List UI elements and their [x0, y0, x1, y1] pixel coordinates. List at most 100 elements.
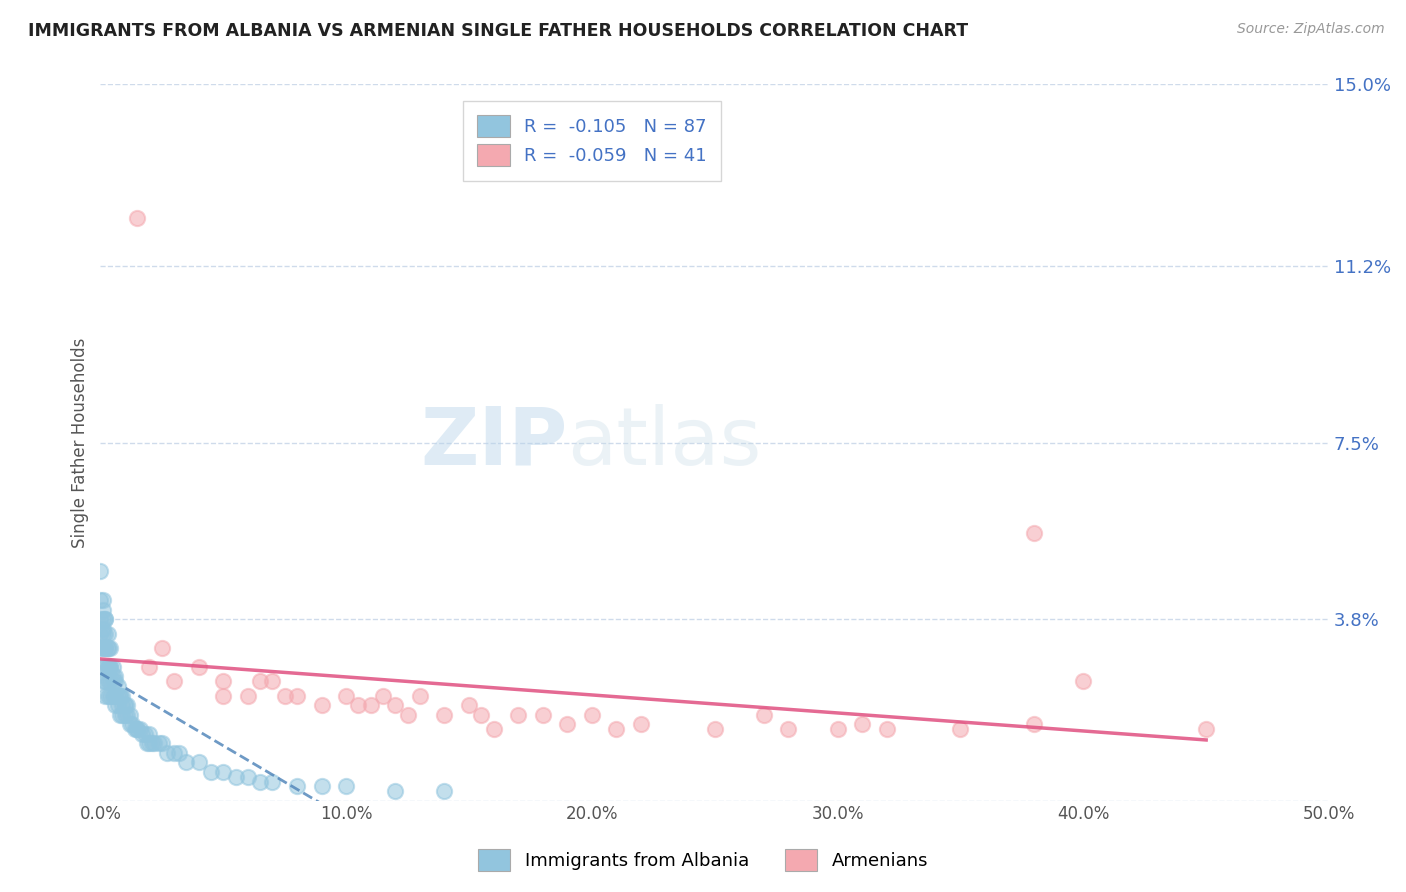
Point	[200, 764, 222, 779]
Point	[114, 698, 136, 713]
Point	[111, 698, 134, 713]
Point	[409, 689, 432, 703]
Point	[1071, 674, 1094, 689]
Point	[138, 727, 160, 741]
Text: IMMIGRANTS FROM ALBANIA VS ARMENIAN SINGLE FATHER HOUSEHOLDS CORRELATION CHART: IMMIGRANTS FROM ALBANIA VS ARMENIAN SING…	[28, 22, 969, 40]
Point	[101, 660, 124, 674]
Point	[236, 689, 259, 703]
Point	[138, 736, 160, 750]
Point	[89, 612, 111, 626]
Point	[97, 660, 120, 674]
Point	[249, 774, 271, 789]
Point	[949, 722, 972, 736]
Point	[91, 612, 114, 626]
Point	[851, 717, 873, 731]
Point	[98, 689, 121, 703]
Point	[94, 626, 117, 640]
Point	[347, 698, 370, 713]
Point	[91, 602, 114, 616]
Point	[131, 727, 153, 741]
Point	[114, 698, 136, 713]
Point	[104, 674, 127, 689]
Point	[108, 689, 131, 703]
Point	[335, 779, 357, 793]
Point	[360, 698, 382, 713]
Point	[143, 736, 166, 750]
Point	[94, 612, 117, 626]
Point	[827, 722, 849, 736]
Point	[136, 736, 159, 750]
Point	[167, 746, 190, 760]
Point	[148, 736, 170, 750]
Point	[104, 698, 127, 713]
Point	[89, 626, 111, 640]
Point	[384, 784, 406, 798]
Point	[101, 674, 124, 689]
Point	[118, 707, 141, 722]
Point	[94, 640, 117, 655]
Point	[630, 717, 652, 731]
Point	[262, 674, 284, 689]
Point	[117, 698, 139, 713]
Point	[108, 689, 131, 703]
Point	[104, 669, 127, 683]
Point	[108, 707, 131, 722]
Point	[482, 722, 505, 736]
Point	[335, 689, 357, 703]
Point	[311, 698, 333, 713]
Point	[141, 736, 163, 750]
Point	[212, 674, 235, 689]
Point	[249, 674, 271, 689]
Point	[458, 698, 481, 713]
Point	[187, 756, 209, 770]
Point	[163, 746, 186, 760]
Point	[91, 674, 114, 689]
Point	[212, 764, 235, 779]
Point	[605, 722, 627, 736]
Point	[104, 689, 127, 703]
Point	[101, 669, 124, 683]
Point	[555, 717, 578, 731]
Text: Source: ZipAtlas.com: Source: ZipAtlas.com	[1237, 22, 1385, 37]
Point	[285, 779, 308, 793]
Point	[107, 679, 129, 693]
Point	[97, 626, 120, 640]
Point	[371, 689, 394, 703]
Point	[262, 774, 284, 789]
Point	[97, 660, 120, 674]
Point	[91, 593, 114, 607]
Point	[107, 698, 129, 713]
Point	[163, 674, 186, 689]
Point	[703, 722, 725, 736]
Point	[396, 707, 419, 722]
Point	[91, 622, 114, 636]
Point	[581, 707, 603, 722]
Point	[98, 674, 121, 689]
Point	[150, 736, 173, 750]
Point	[752, 707, 775, 722]
Point	[531, 707, 554, 722]
Point	[506, 707, 529, 722]
Point	[470, 707, 492, 722]
Point	[97, 674, 120, 689]
Text: atlas: atlas	[567, 403, 762, 482]
Point	[91, 640, 114, 655]
Point	[118, 717, 141, 731]
Legend: R =  -0.105   N = 87, R =  -0.059   N = 41: R = -0.105 N = 87, R = -0.059 N = 41	[463, 101, 721, 181]
Y-axis label: Single Father Households: Single Father Households	[72, 337, 89, 548]
Point	[176, 756, 198, 770]
Point	[134, 727, 156, 741]
Point	[127, 722, 149, 736]
Point	[121, 717, 143, 731]
Legend: Immigrants from Albania, Armenians: Immigrants from Albania, Armenians	[471, 842, 935, 879]
Point	[273, 689, 295, 703]
Point	[138, 660, 160, 674]
Point	[98, 660, 121, 674]
Point	[127, 722, 149, 736]
Point	[224, 770, 246, 784]
Point	[94, 640, 117, 655]
Point	[1024, 717, 1046, 731]
Point	[101, 689, 124, 703]
Point	[97, 640, 120, 655]
Point	[89, 593, 111, 607]
